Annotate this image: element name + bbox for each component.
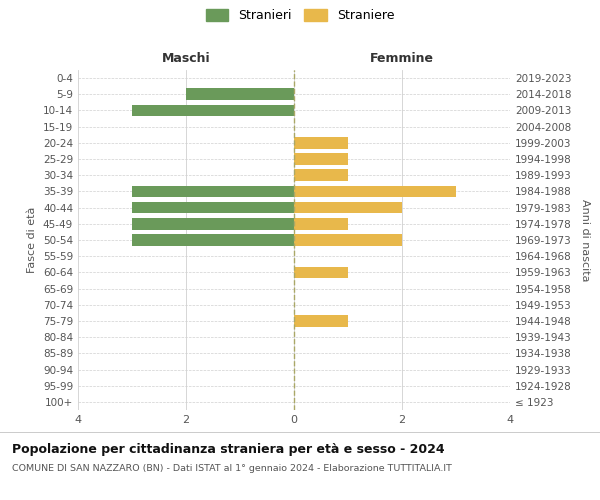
Bar	[132, 104, 294, 117]
Bar	[294, 202, 402, 213]
Bar	[132, 186, 294, 198]
Bar	[186, 88, 294, 100]
Bar	[294, 234, 402, 246]
Text: Popolazione per cittadinanza straniera per età e sesso - 2024: Popolazione per cittadinanza straniera p…	[12, 442, 445, 456]
Bar	[294, 153, 348, 165]
Text: Maschi: Maschi	[161, 52, 211, 65]
Bar	[294, 266, 348, 278]
Bar	[294, 218, 348, 230]
Bar	[294, 315, 348, 327]
Bar	[294, 186, 456, 198]
Text: COMUNE DI SAN NAZZARO (BN) - Dati ISTAT al 1° gennaio 2024 - Elaborazione TUTTIT: COMUNE DI SAN NAZZARO (BN) - Dati ISTAT …	[12, 464, 452, 473]
Bar	[132, 218, 294, 230]
Bar	[132, 234, 294, 246]
Legend: Stranieri, Straniere: Stranieri, Straniere	[206, 8, 394, 22]
Y-axis label: Anni di nascita: Anni di nascita	[580, 198, 590, 281]
Bar	[294, 137, 348, 148]
Y-axis label: Fasce di età: Fasce di età	[28, 207, 37, 273]
Bar	[294, 170, 348, 181]
Text: Femmine: Femmine	[370, 52, 434, 65]
Bar	[132, 202, 294, 213]
